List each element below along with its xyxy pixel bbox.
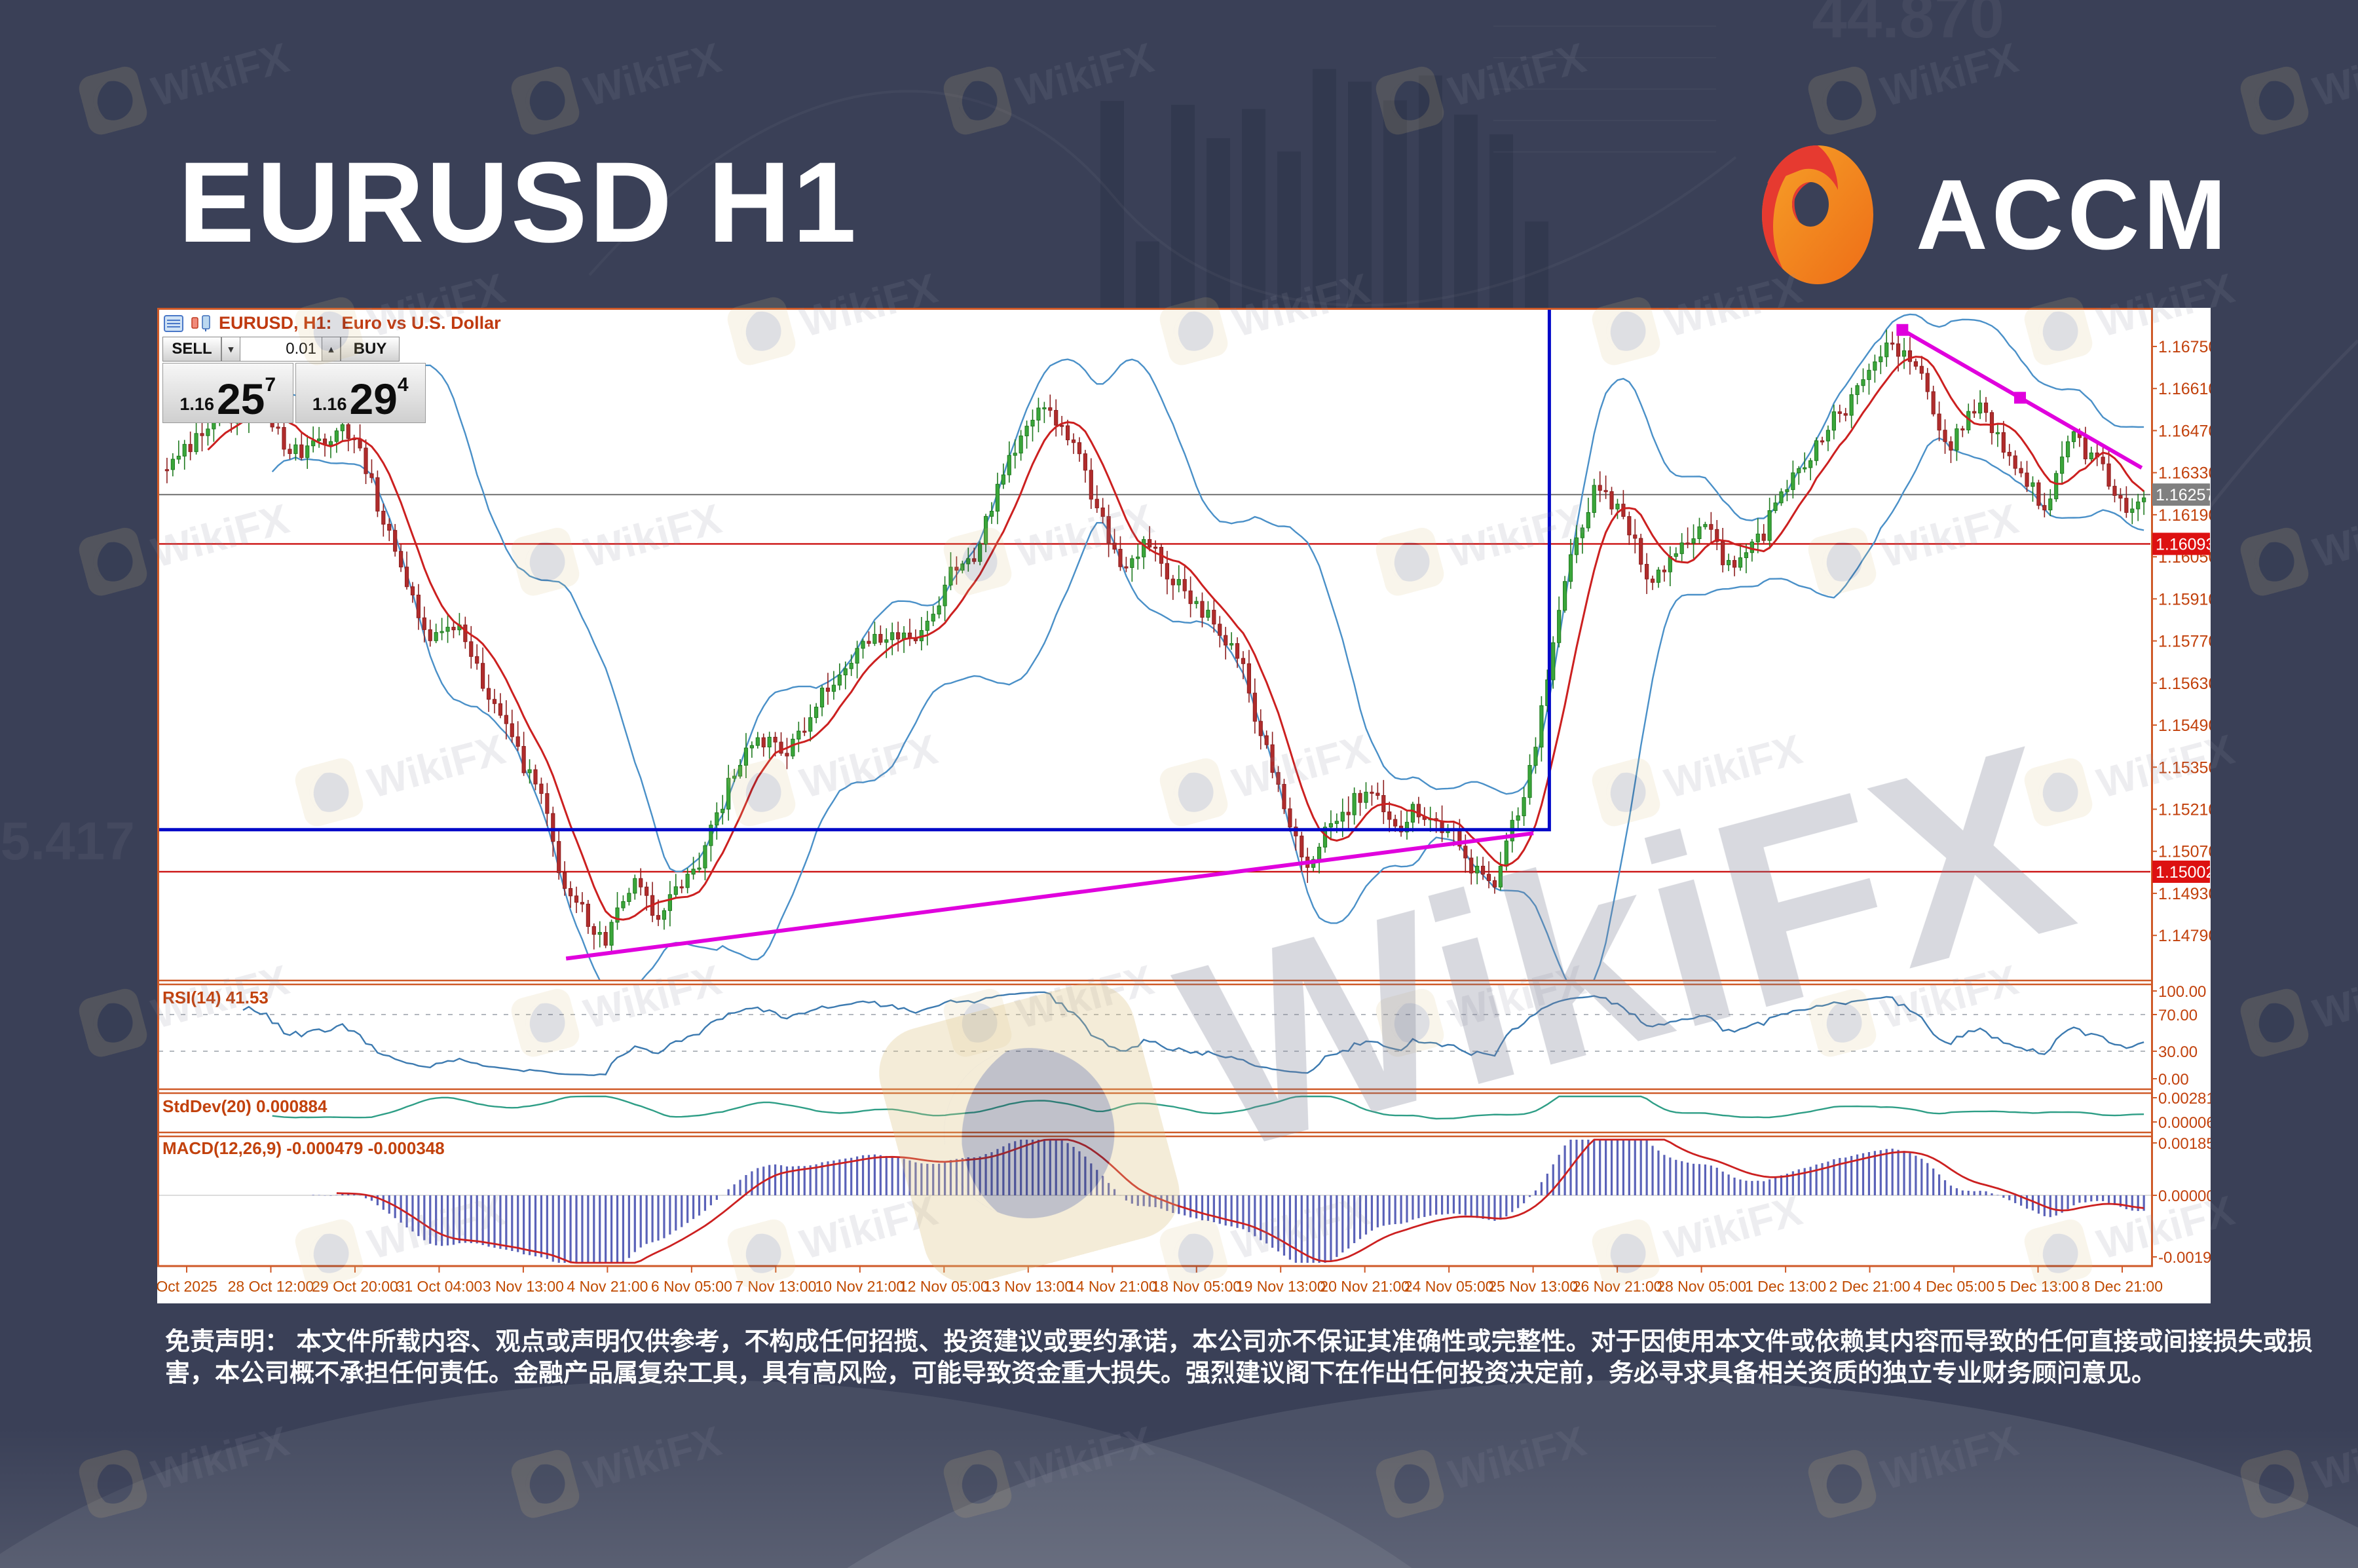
svg-text:1.16470: 1.16470 (2158, 422, 2211, 440)
svg-text:20 Nov 21:00: 20 Nov 21:00 (1320, 1278, 1410, 1295)
symbol-title: EURUSD, H1: Euro vs U.S. Dollar (219, 313, 501, 333)
svg-text:1.15910: 1.15910 (2158, 590, 2211, 608)
buy-price-display: 1.16 29 4 (295, 363, 426, 423)
chart-candle-icon[interactable] (190, 314, 212, 332)
svg-text:5 Dec 13:00: 5 Dec 13:00 (1998, 1278, 2079, 1295)
svg-text:0.000000: 0.000000 (2158, 1187, 2211, 1205)
svg-text:0.00: 0.00 (2158, 1071, 2189, 1089)
chart-list-icon[interactable] (164, 314, 183, 332)
svg-text:14 Nov 21:00: 14 Nov 21:00 (1068, 1278, 1157, 1295)
svg-text:1.16750: 1.16750 (2158, 338, 2211, 356)
svg-text:1.16330: 1.16330 (2158, 464, 2211, 483)
buy-price-point: 4 (397, 374, 409, 396)
svg-text:28 Nov 05:00: 28 Nov 05:00 (1656, 1278, 1746, 1295)
svg-text:1.16093: 1.16093 (2156, 535, 2211, 553)
svg-text:1.15350: 1.15350 (2158, 758, 2211, 777)
svg-text:MACD(12,26,9) -0.000479 -0.000: MACD(12,26,9) -0.000479 -0.000348 (162, 1138, 445, 1158)
volume-down-button[interactable]: ▾ (221, 337, 240, 362)
svg-text:-0.001995: -0.001995 (2158, 1249, 2211, 1267)
svg-text:10 Nov 21:00: 10 Nov 21:00 (815, 1278, 905, 1295)
brand-name: ACCM (1916, 159, 2230, 271)
page-title: EURUSD H1 (178, 139, 859, 267)
svg-text:0.002813: 0.002813 (2158, 1090, 2211, 1108)
svg-text:8 Dec 21:00: 8 Dec 21:00 (2082, 1278, 2163, 1295)
svg-text:1.15002: 1.15002 (2156, 863, 2211, 882)
one-click-trading-panel: SELL ▾ 0.01 ▴ BUY 1.16 25 7 1.16 29 4 (162, 337, 426, 423)
svg-text:1 Dec 13:00: 1 Dec 13:00 (1745, 1278, 1826, 1295)
svg-text:RSI(14) 41.53: RSI(14) 41.53 (162, 988, 269, 1007)
svg-text:1.15210: 1.15210 (2158, 800, 2211, 819)
volume-up-button[interactable]: ▴ (322, 337, 341, 362)
svg-text:6 Nov 05:00: 6 Nov 05:00 (651, 1278, 732, 1295)
buy-button[interactable]: BUY (341, 337, 400, 362)
svg-text:3 Nov 13:00: 3 Nov 13:00 (483, 1278, 564, 1295)
svg-text:31 Oct 04:00: 31 Oct 04:00 (396, 1278, 483, 1295)
svg-text:StdDev(20) 0.000884: StdDev(20) 0.000884 (162, 1096, 328, 1116)
sell-button[interactable]: SELL (162, 337, 221, 362)
svg-text:100.00: 100.00 (2158, 983, 2206, 1001)
sell-price-point: 7 (265, 374, 276, 396)
svg-text:28 Oct 12:00: 28 Oct 12:00 (228, 1278, 314, 1295)
svg-text:4 Nov 21:00: 4 Nov 21:00 (567, 1278, 648, 1295)
svg-text:1.14930: 1.14930 (2158, 885, 2211, 903)
svg-text:12 Nov 05:00: 12 Nov 05:00 (899, 1278, 989, 1295)
svg-text:25 Nov 13:00: 25 Nov 13:00 (1488, 1278, 1578, 1295)
svg-text:13 Nov 13:00: 13 Nov 13:00 (983, 1278, 1073, 1295)
chart-canvas[interactable]: 1.167501.166101.164701.163301.161901.160… (157, 308, 2211, 1303)
svg-text:26 Nov 21:00: 26 Nov 21:00 (1573, 1278, 1662, 1295)
svg-text:18 Nov 05:00: 18 Nov 05:00 (1151, 1278, 1241, 1295)
svg-text:1.15070: 1.15070 (2158, 843, 2211, 861)
svg-text:1.15770: 1.15770 (2158, 633, 2211, 651)
accm-logo-icon (1762, 145, 1873, 284)
buy-price-prefix: 1.16 (312, 394, 347, 414)
svg-text:30.00: 30.00 (2158, 1043, 2198, 1061)
svg-text:Oct 2025: Oct 2025 (157, 1278, 217, 1295)
svg-text:1.16257: 1.16257 (2156, 486, 2211, 504)
svg-text:1.16610: 1.16610 (2158, 380, 2211, 398)
svg-text:19 Nov 13:00: 19 Nov 13:00 (1236, 1278, 1326, 1295)
buy-price-main: 29 (349, 374, 398, 423)
svg-text:1.15490: 1.15490 (2158, 717, 2211, 735)
disclaimer-text: 免责声明： 本文件所载内容、观点或声明仅供参考，不构成任何招揽、投资建议或要约承… (165, 1328, 2313, 1387)
svg-text:4 Dec 05:00: 4 Dec 05:00 (1913, 1278, 1994, 1295)
svg-text:1.14790: 1.14790 (2158, 927, 2211, 945)
svg-text:70.00: 70.00 (2158, 1007, 2198, 1024)
chart-title-bar: EURUSD, H1: Euro vs U.S. Dollar (164, 313, 501, 333)
svg-text:29 Oct 20:00: 29 Oct 20:00 (312, 1278, 398, 1295)
volume-input[interactable]: 0.01 (240, 337, 322, 362)
sell-price-display: 1.16 25 7 (162, 363, 293, 423)
svg-text:1.15630: 1.15630 (2158, 675, 2211, 693)
svg-text:24 Nov 05:00: 24 Nov 05:00 (1404, 1278, 1494, 1295)
svg-text:0.001852: 0.001852 (2158, 1135, 2211, 1153)
sell-price-prefix: 1.16 (179, 394, 214, 414)
svg-text:7 Nov 13:00: 7 Nov 13:00 (735, 1278, 816, 1295)
brand-block: ACCM (1761, 143, 2230, 287)
sell-price-main: 25 (216, 374, 265, 423)
svg-text:0.000064: 0.000064 (2158, 1114, 2211, 1132)
svg-text:1.16190: 1.16190 (2158, 506, 2211, 525)
trading-chart-window: 1.167501.166101.164701.163301.161901.160… (157, 308, 2211, 1303)
svg-text:2 Dec 21:00: 2 Dec 21:00 (1829, 1278, 1911, 1295)
